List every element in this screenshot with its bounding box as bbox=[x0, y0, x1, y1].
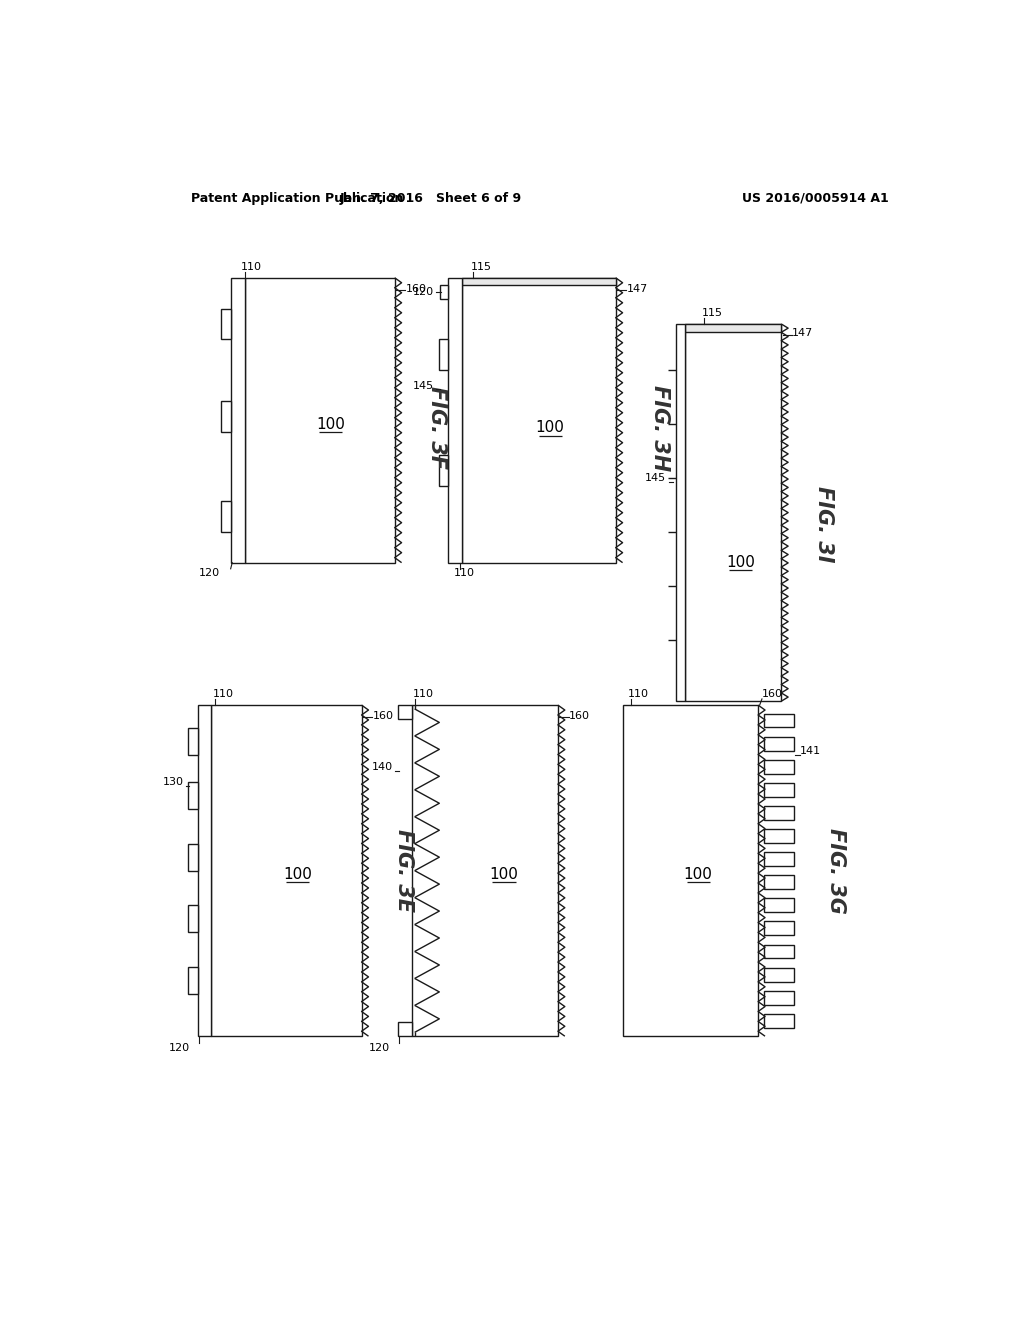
Bar bbox=[397, 1022, 412, 1036]
Bar bbox=[447, 277, 462, 562]
Bar bbox=[764, 945, 794, 958]
Bar bbox=[764, 899, 794, 912]
Bar bbox=[764, 921, 794, 936]
Bar bbox=[221, 309, 230, 339]
Text: 110: 110 bbox=[629, 689, 649, 700]
Bar bbox=[211, 705, 361, 1036]
Text: 160: 160 bbox=[762, 689, 782, 700]
Text: FIG. 3H: FIG. 3H bbox=[650, 384, 671, 471]
Bar bbox=[764, 853, 794, 866]
Text: 100: 100 bbox=[489, 867, 518, 882]
Text: FIG. 3E: FIG. 3E bbox=[394, 829, 414, 912]
Text: 160: 160 bbox=[373, 711, 393, 721]
Text: 100: 100 bbox=[726, 556, 755, 570]
Text: 100: 100 bbox=[536, 420, 564, 436]
Bar bbox=[764, 807, 794, 820]
Bar bbox=[462, 277, 615, 285]
Text: 147: 147 bbox=[627, 284, 648, 293]
Bar bbox=[230, 277, 245, 562]
Bar bbox=[676, 323, 685, 701]
Bar bbox=[188, 906, 198, 932]
Bar bbox=[764, 968, 794, 982]
Bar bbox=[764, 737, 794, 751]
Text: FIG. 3F: FIG. 3F bbox=[427, 387, 447, 470]
Bar bbox=[685, 323, 781, 701]
Text: 140: 140 bbox=[372, 762, 393, 772]
Text: FIG. 3G: FIG. 3G bbox=[826, 828, 846, 913]
Bar bbox=[764, 875, 794, 890]
Text: 130: 130 bbox=[163, 777, 183, 787]
Text: 110: 110 bbox=[241, 261, 262, 272]
Bar bbox=[764, 829, 794, 843]
Text: FIG. 3I: FIG. 3I bbox=[813, 486, 834, 562]
Bar bbox=[764, 783, 794, 797]
Bar bbox=[198, 705, 211, 1036]
Bar bbox=[412, 705, 558, 1036]
Text: 160: 160 bbox=[406, 284, 427, 293]
Text: 115: 115 bbox=[470, 261, 492, 272]
Bar bbox=[462, 277, 615, 562]
Text: US 2016/0005914 A1: US 2016/0005914 A1 bbox=[742, 191, 889, 205]
Bar bbox=[764, 714, 794, 727]
Text: 120: 120 bbox=[199, 569, 220, 578]
Bar bbox=[764, 991, 794, 1005]
Bar bbox=[221, 401, 230, 432]
Text: 141: 141 bbox=[800, 746, 821, 756]
Text: 115: 115 bbox=[701, 308, 722, 318]
Text: 147: 147 bbox=[793, 329, 813, 338]
Bar bbox=[440, 285, 447, 300]
Text: 120: 120 bbox=[369, 1043, 390, 1053]
Text: 145: 145 bbox=[413, 380, 434, 391]
Bar bbox=[624, 705, 758, 1036]
Text: Patent Application Publication: Patent Application Publication bbox=[190, 191, 403, 205]
Text: 120: 120 bbox=[169, 1043, 189, 1053]
Text: Jan. 7, 2016   Sheet 6 of 9: Jan. 7, 2016 Sheet 6 of 9 bbox=[340, 191, 522, 205]
Bar bbox=[221, 502, 230, 532]
Text: 120: 120 bbox=[413, 288, 434, 297]
Text: 145: 145 bbox=[645, 473, 667, 483]
Bar bbox=[188, 781, 198, 809]
Bar bbox=[438, 339, 447, 370]
Bar bbox=[188, 966, 198, 994]
Bar bbox=[685, 323, 781, 331]
Text: 110: 110 bbox=[212, 689, 233, 700]
Text: 110: 110 bbox=[455, 569, 475, 578]
Bar bbox=[245, 277, 394, 562]
Bar bbox=[438, 455, 447, 486]
Text: 100: 100 bbox=[284, 867, 312, 882]
Bar bbox=[188, 729, 198, 755]
Text: 160: 160 bbox=[569, 711, 590, 721]
Bar bbox=[764, 760, 794, 774]
Text: 110: 110 bbox=[413, 689, 433, 700]
Bar bbox=[397, 705, 412, 719]
Text: 100: 100 bbox=[316, 417, 345, 432]
Text: 100: 100 bbox=[684, 867, 713, 882]
Bar bbox=[188, 843, 198, 871]
Bar bbox=[764, 1014, 794, 1028]
